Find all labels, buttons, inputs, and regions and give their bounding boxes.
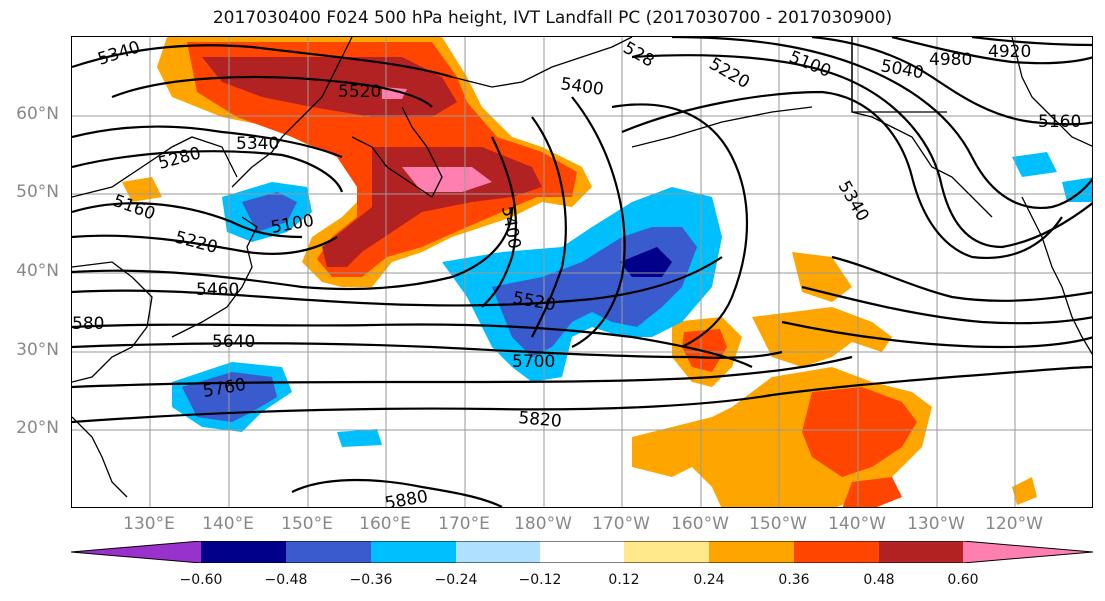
colorbar-tick-label: −0.36 bbox=[349, 572, 393, 588]
lon-label-170e: 170°E bbox=[438, 514, 490, 534]
contour-label: 5340 bbox=[95, 37, 142, 69]
colorbar-tick-label: −0.60 bbox=[179, 572, 223, 588]
lon-label-120w: 120°W bbox=[985, 514, 1043, 534]
colorbar-tick-label: 0.60 bbox=[947, 572, 979, 588]
lon-label-130w: 130°W bbox=[907, 514, 965, 534]
map-plot: 5340 5520 5400 5220 5100 5040 4980 4920 … bbox=[72, 37, 1092, 508]
contour-label: 5640 bbox=[212, 332, 255, 352]
lon-label-180w: 180°W bbox=[514, 514, 572, 534]
contour-labels: 5340 5520 5400 5220 5100 5040 4980 4920 … bbox=[72, 37, 1081, 508]
lat-label-30n: 30°N bbox=[16, 340, 59, 360]
colorbar-segment bbox=[709, 541, 794, 563]
lat-label-60n: 60°N bbox=[16, 104, 59, 124]
colorbar-segment bbox=[624, 541, 709, 563]
contour-label: 528 bbox=[620, 38, 658, 72]
colorbar-segment bbox=[201, 541, 286, 563]
lon-label-150e: 150°E bbox=[281, 514, 333, 534]
contour-label: 5460 bbox=[196, 280, 239, 300]
colorbar-tick-label: 0.12 bbox=[608, 572, 640, 588]
lon-label-160w: 160°W bbox=[671, 514, 729, 534]
contour-label: 580 bbox=[72, 314, 104, 334]
colorbar bbox=[71, 541, 1093, 563]
lon-label-160e: 160°E bbox=[359, 514, 411, 534]
colorbar-segment bbox=[286, 541, 371, 563]
contour-label: 5400 bbox=[559, 74, 605, 100]
contour-label: 5220 bbox=[706, 54, 753, 93]
contour-label: 4980 bbox=[929, 50, 972, 70]
colorbar-tick-label: −0.12 bbox=[518, 572, 562, 588]
lat-label-40n: 40°N bbox=[16, 261, 59, 281]
colorbar-tick-label: 0.48 bbox=[863, 572, 895, 588]
contour-label: 5220 bbox=[173, 228, 220, 259]
contour-label: 5880 bbox=[383, 487, 429, 508]
colorbar-segment bbox=[371, 541, 456, 563]
height-contours bbox=[72, 37, 1092, 507]
lon-label-170w: 170°W bbox=[592, 514, 650, 534]
contour-label: 5340 bbox=[236, 134, 279, 154]
colorbar-segment-highest bbox=[963, 541, 1093, 563]
map-title: 2017030400 F024 500 hPa height, IVT Land… bbox=[212, 8, 893, 28]
lat-label-20n: 20°N bbox=[16, 418, 59, 438]
lon-label-130e: 130°E bbox=[123, 514, 175, 534]
colorbar-segment bbox=[456, 541, 540, 563]
colorbar-segment bbox=[879, 541, 963, 563]
lon-label-150w: 150°W bbox=[749, 514, 807, 534]
colorbar-tick-label: 0.36 bbox=[778, 572, 810, 588]
colorbar-tick-label: 0.24 bbox=[693, 572, 725, 588]
lon-label-140w: 140°W bbox=[828, 514, 886, 534]
colorbar-segment-lowest bbox=[71, 541, 201, 563]
colorbar-segment bbox=[794, 541, 879, 563]
contour-label: 5160 bbox=[1038, 112, 1081, 132]
contour-label: 5700 bbox=[512, 352, 555, 372]
contour-label: 4920 bbox=[988, 42, 1031, 62]
contour-label: 5280 bbox=[156, 143, 203, 174]
map-panel: 5340 5520 5400 5220 5100 5040 4980 4920 … bbox=[71, 36, 1093, 508]
contour-label: 5520 bbox=[338, 82, 381, 102]
contour-label: 5820 bbox=[518, 408, 563, 432]
colorbar-tick-label: −0.24 bbox=[434, 572, 478, 588]
lon-label-140e: 140°E bbox=[202, 514, 254, 534]
contour-label: 5100 bbox=[786, 47, 834, 82]
lat-label-50n: 50°N bbox=[16, 182, 59, 202]
contour-label: 5340 bbox=[834, 178, 873, 225]
colorbar-segment bbox=[540, 541, 624, 563]
contour-label: 5040 bbox=[879, 56, 925, 83]
map-gridlines bbox=[72, 37, 1092, 507]
colorbar-tick-label: −0.48 bbox=[264, 572, 308, 588]
